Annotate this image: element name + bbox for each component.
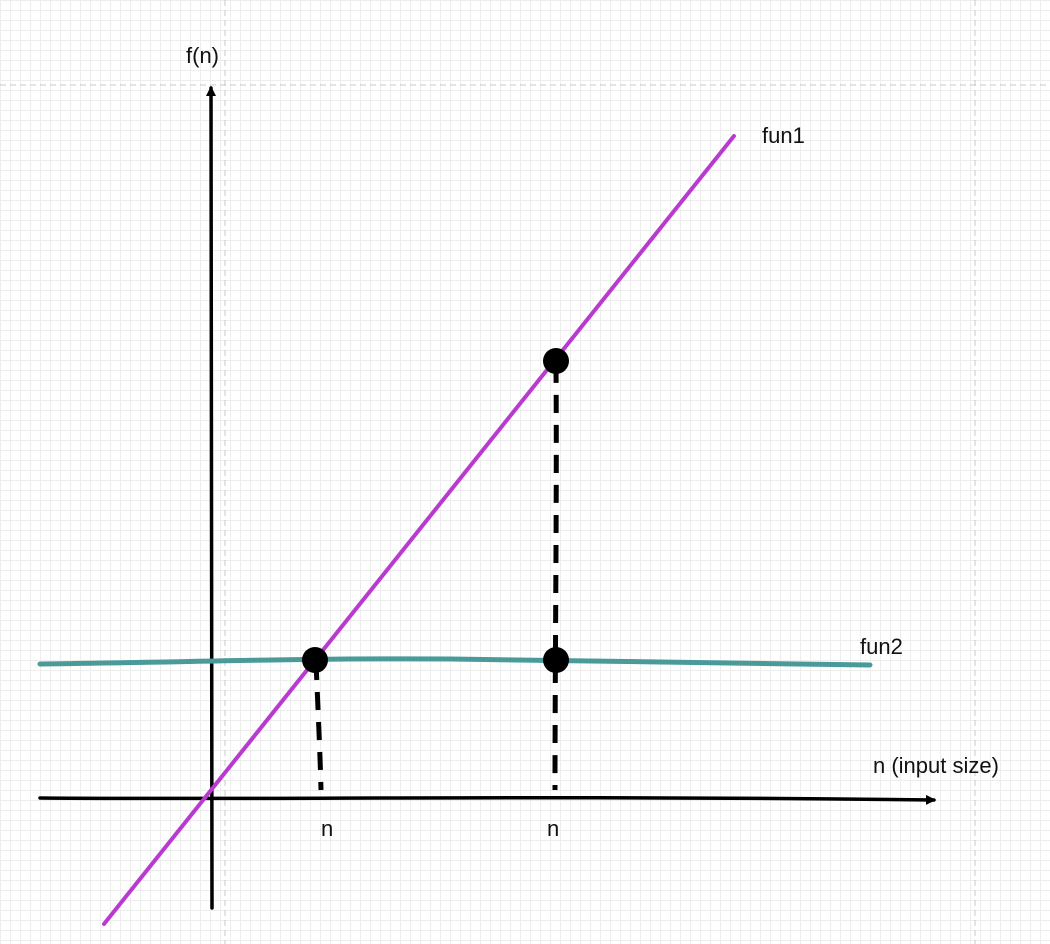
y-axis	[205, 86, 216, 910]
drop-line-left	[313, 661, 324, 791]
drop-line-right	[552, 364, 559, 791]
fun2-point	[543, 647, 569, 673]
fun1-point	[543, 348, 569, 374]
x-mark-label-right: n	[547, 816, 560, 841]
fun1-label: fun1	[762, 123, 805, 148]
x-mark-label-left: n	[321, 816, 334, 841]
y-axis-label: f(n)	[186, 43, 219, 68]
fun2-curve	[37, 656, 873, 668]
fun1-line	[102, 134, 736, 926]
intersection-point	[302, 647, 328, 673]
x-axis-label: n (input size)	[873, 753, 999, 778]
fun2-label: fun2	[860, 634, 903, 659]
x-axis	[38, 794, 936, 805]
